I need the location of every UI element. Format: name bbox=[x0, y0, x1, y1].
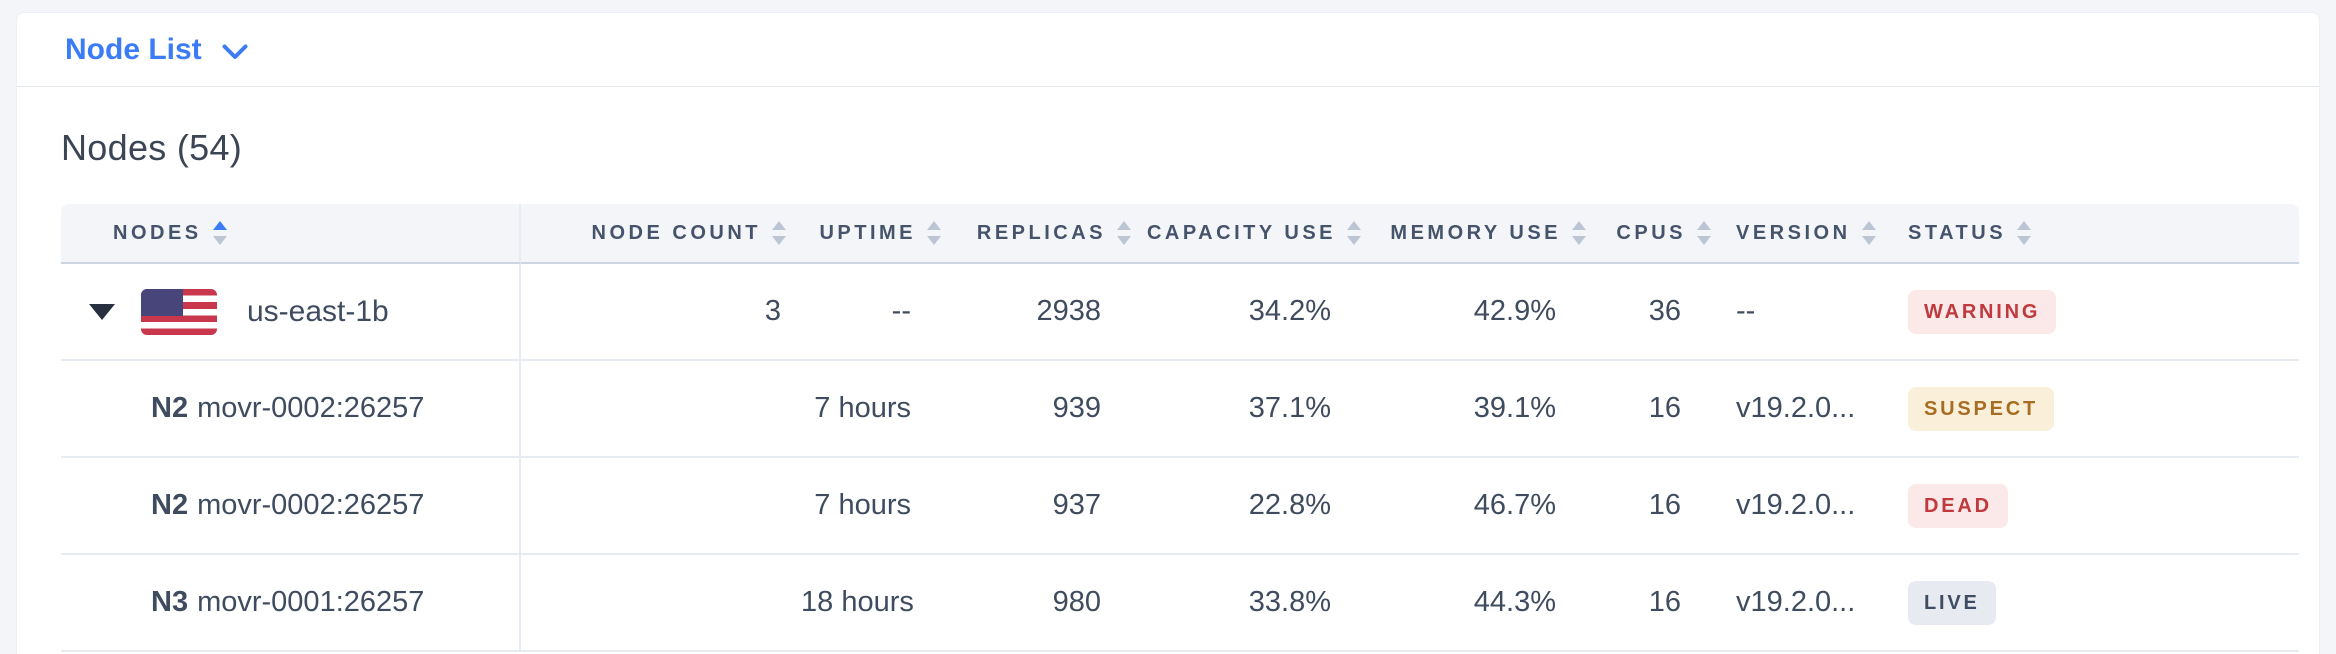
column-header-uptime[interactable]: UPTIME bbox=[801, 204, 956, 264]
region-name: us-east-1b bbox=[247, 294, 389, 328]
cell-replicas: 2938 bbox=[956, 264, 1146, 361]
cell-nodes: us-east-1b bbox=[61, 264, 521, 361]
node-id: N3 bbox=[151, 586, 189, 618]
cell-node_count bbox=[521, 361, 801, 458]
cell-cpus: 16 bbox=[1601, 361, 1726, 458]
cell-version: v19.2.0... bbox=[1726, 458, 1896, 555]
column-label: REPLICAS bbox=[976, 221, 1106, 244]
sort-icon bbox=[1696, 220, 1712, 246]
us-flag-icon bbox=[141, 288, 217, 335]
status-badge: DEAD bbox=[1908, 483, 2008, 528]
column-label: CAPACITY USE bbox=[1146, 221, 1336, 244]
node-id: N2 bbox=[151, 392, 189, 424]
cell-nodes: N3 movr-0001:26257 bbox=[61, 555, 521, 652]
nodes-table: NODES NODE COUNT UPTIME REPLICAS CAPACITY US… bbox=[61, 204, 2299, 652]
node-list-card: Node List Nodes (54) NODES NODE COUNT UPTI… bbox=[16, 12, 2320, 654]
status-badge: LIVE bbox=[1908, 580, 1996, 625]
page-title: Nodes (54) bbox=[61, 127, 243, 168]
cell-replicas: 939 bbox=[956, 361, 1146, 458]
column-label: MEMORY USE bbox=[1390, 221, 1561, 244]
cell-replicas: 937 bbox=[956, 458, 1146, 555]
cell-memory_use: 39.1% bbox=[1376, 361, 1601, 458]
column-label: STATUS bbox=[1908, 221, 2007, 244]
column-header-cpus[interactable]: CPUS bbox=[1601, 204, 1726, 264]
cell-node_count bbox=[521, 555, 801, 652]
cell-capacity_use: 33.8% bbox=[1146, 555, 1376, 652]
cell-node_count bbox=[521, 458, 801, 555]
cell-status: LIVE bbox=[1896, 555, 2299, 652]
cell-capacity_use: 37.1% bbox=[1146, 361, 1376, 458]
cell-memory_use: 42.9% bbox=[1376, 264, 1601, 361]
cell-version: v19.2.0... bbox=[1726, 361, 1896, 458]
cell-status: WARNING bbox=[1896, 264, 2299, 361]
column-header-memory_use[interactable]: MEMORY USE bbox=[1376, 204, 1601, 264]
node-address: movr-0002:26257 bbox=[197, 392, 425, 424]
node-row[interactable]: N2 movr-0002:26257 7 hours 939 37.1% 39.1% 16 v… bbox=[61, 361, 2299, 458]
column-label: UPTIME bbox=[819, 221, 916, 244]
cell-version: v19.2.0... bbox=[1726, 555, 1896, 652]
cell-status: DEAD bbox=[1896, 458, 2299, 555]
collapse-caret-icon[interactable] bbox=[89, 303, 115, 320]
cell-node_count: 3 bbox=[521, 264, 801, 361]
cell-uptime: 7 hours bbox=[801, 458, 956, 555]
sort-icon bbox=[926, 220, 942, 246]
cell-cpus: 16 bbox=[1601, 458, 1726, 555]
cell-capacity_use: 22.8% bbox=[1146, 458, 1376, 555]
column-label: VERSION bbox=[1736, 221, 1851, 244]
sort-icon bbox=[1346, 220, 1362, 246]
cell-version: -- bbox=[1726, 264, 1896, 361]
sort-icon bbox=[771, 220, 787, 246]
cell-replicas: 980 bbox=[956, 555, 1146, 652]
cell-cpus: 36 bbox=[1601, 264, 1726, 361]
node-list-dropdown[interactable]: Node List bbox=[65, 33, 248, 67]
view-switcher-row: Node List bbox=[17, 13, 2319, 87]
column-header-version[interactable]: VERSION bbox=[1726, 204, 1896, 264]
sort-icon bbox=[1861, 220, 1877, 246]
column-header-status[interactable]: STATUS bbox=[1896, 204, 2299, 264]
cell-memory_use: 44.3% bbox=[1376, 555, 1601, 652]
chevron-down-icon bbox=[222, 44, 248, 59]
column-header-node_count[interactable]: NODE COUNT bbox=[521, 204, 801, 264]
sort-icon bbox=[2016, 220, 2032, 246]
column-header-capacity_use[interactable]: CAPACITY USE bbox=[1146, 204, 1376, 264]
status-badge: SUSPECT bbox=[1908, 386, 2055, 431]
node-row[interactable]: N3 movr-0001:26257 18 hours 980 33.8% 44.3% 16… bbox=[61, 555, 2299, 652]
node-list-dropdown-label: Node List bbox=[65, 32, 202, 66]
node-address: movr-0001:26257 bbox=[197, 586, 425, 618]
sort-icon bbox=[1116, 220, 1132, 246]
node-row[interactable]: N2 movr-0002:26257 7 hours 937 22.8% 46.7% 16 v… bbox=[61, 458, 2299, 555]
cell-uptime: 7 hours bbox=[801, 361, 956, 458]
region-row[interactable]: us-east-1b 3 -- 2938 34.2% 42.9% 36 -- WARNING bbox=[61, 264, 2299, 361]
column-header-nodes[interactable]: NODES bbox=[61, 204, 521, 264]
column-header-replicas[interactable]: REPLICAS bbox=[956, 204, 1146, 264]
node-id: N2 bbox=[151, 489, 189, 521]
sort-icon bbox=[212, 220, 228, 246]
cell-nodes: N2 movr-0002:26257 bbox=[61, 361, 521, 458]
column-label: NODES bbox=[113, 221, 202, 244]
status-badge: WARNING bbox=[1908, 289, 2057, 334]
cell-nodes: N2 movr-0002:26257 bbox=[61, 458, 521, 555]
cell-cpus: 16 bbox=[1601, 555, 1726, 652]
cell-memory_use: 46.7% bbox=[1376, 458, 1601, 555]
column-label: CPUS bbox=[1616, 221, 1686, 244]
cell-status: SUSPECT bbox=[1896, 361, 2299, 458]
cell-uptime: 18 hours bbox=[801, 555, 956, 652]
cell-uptime: -- bbox=[801, 264, 956, 361]
node-address: movr-0002:26257 bbox=[197, 489, 425, 521]
cell-capacity_use: 34.2% bbox=[1146, 264, 1376, 361]
sort-icon bbox=[1571, 220, 1587, 246]
page-content: Nodes (54) NODES NODE COUNT UPTIME REPLICAS… bbox=[17, 127, 2319, 652]
table-header-row: NODES NODE COUNT UPTIME REPLICAS CAPACITY US… bbox=[61, 204, 2299, 264]
column-label: NODE COUNT bbox=[591, 221, 761, 244]
